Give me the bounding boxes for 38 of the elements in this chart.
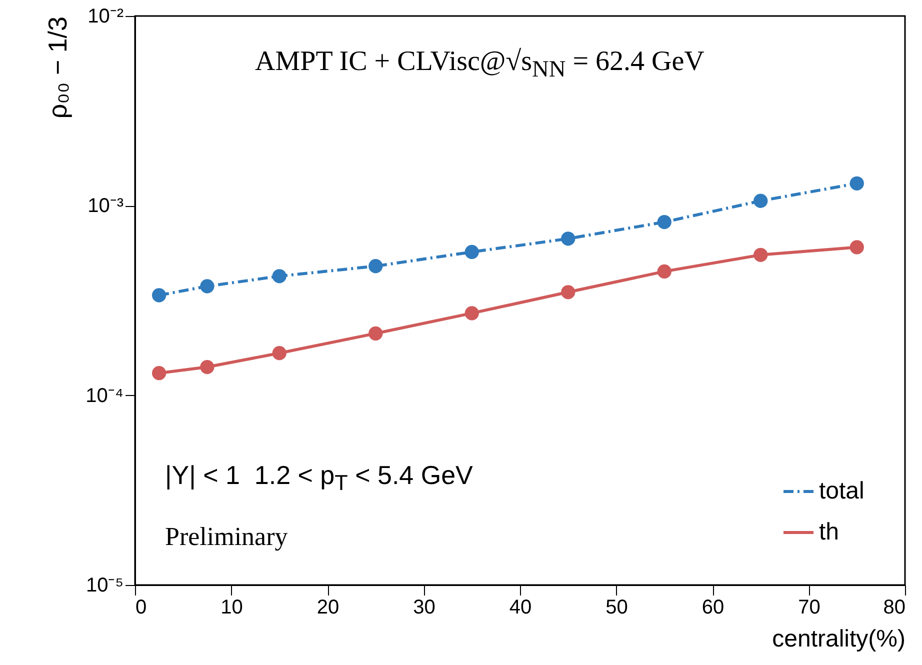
point: [272, 346, 286, 360]
y-tick-label: 10⁻³: [88, 195, 124, 218]
y-tick-label: 10⁻⁴: [86, 384, 124, 407]
x-tick-label: 30: [413, 596, 436, 618]
point: [850, 240, 864, 254]
point: [754, 248, 768, 262]
x-tick-label: 40: [509, 596, 532, 618]
point: [368, 259, 383, 274]
x-tick-label: 20: [316, 596, 340, 618]
point: [152, 366, 166, 380]
annotation: AMPT IC + CLVisc@√s$_{NN}$ = 62.4 GeV: [255, 46, 704, 84]
x-tick-label: 80: [883, 596, 906, 618]
annotation: Preliminary: [165, 522, 288, 552]
legend-label: th: [819, 518, 840, 546]
annotation: |Y| < 1 1.2 < p$_{T}$ < 5.4 GeV: [165, 460, 473, 496]
y-axis-title: ρ₀₀ − 1/3: [42, 16, 73, 119]
x-tick-label: 10: [220, 596, 243, 618]
point: [152, 288, 166, 302]
point: [464, 244, 479, 260]
x-axis-title: centrality(%): [772, 626, 906, 652]
point: [200, 279, 214, 294]
point: [464, 306, 479, 320]
point: [561, 285, 576, 300]
y-tick-label: 10⁻⁵: [86, 574, 124, 596]
point: [657, 264, 672, 278]
point: [657, 214, 672, 230]
point: [272, 269, 286, 284]
point: [368, 326, 383, 340]
y-tick-label: 10⁻²: [88, 6, 124, 28]
point: [200, 360, 214, 374]
x-tick-label: 70: [798, 596, 820, 618]
x-tick-label: 60: [702, 596, 724, 618]
legend-label: total: [819, 478, 864, 504]
point: [754, 194, 768, 208]
point: [561, 232, 576, 246]
x-tick-label: 0: [136, 596, 147, 618]
x-tick-label: 50: [606, 596, 628, 618]
point: [850, 176, 864, 190]
